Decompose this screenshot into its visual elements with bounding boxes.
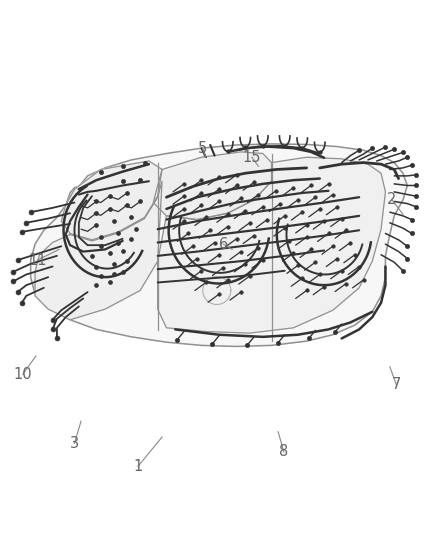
Text: 6: 6 <box>219 237 228 252</box>
Text: 11: 11 <box>28 253 46 268</box>
Text: 1: 1 <box>133 459 143 474</box>
Text: 15: 15 <box>243 150 261 165</box>
Text: 8: 8 <box>279 445 289 459</box>
Text: 10: 10 <box>14 367 32 382</box>
Polygon shape <box>35 181 162 320</box>
Polygon shape <box>31 144 407 346</box>
Text: 5: 5 <box>198 141 207 156</box>
Polygon shape <box>158 157 385 333</box>
Polygon shape <box>153 152 272 220</box>
Polygon shape <box>61 161 162 240</box>
Text: 3: 3 <box>70 436 79 451</box>
Text: 7: 7 <box>392 377 401 392</box>
Text: 2: 2 <box>387 192 397 207</box>
